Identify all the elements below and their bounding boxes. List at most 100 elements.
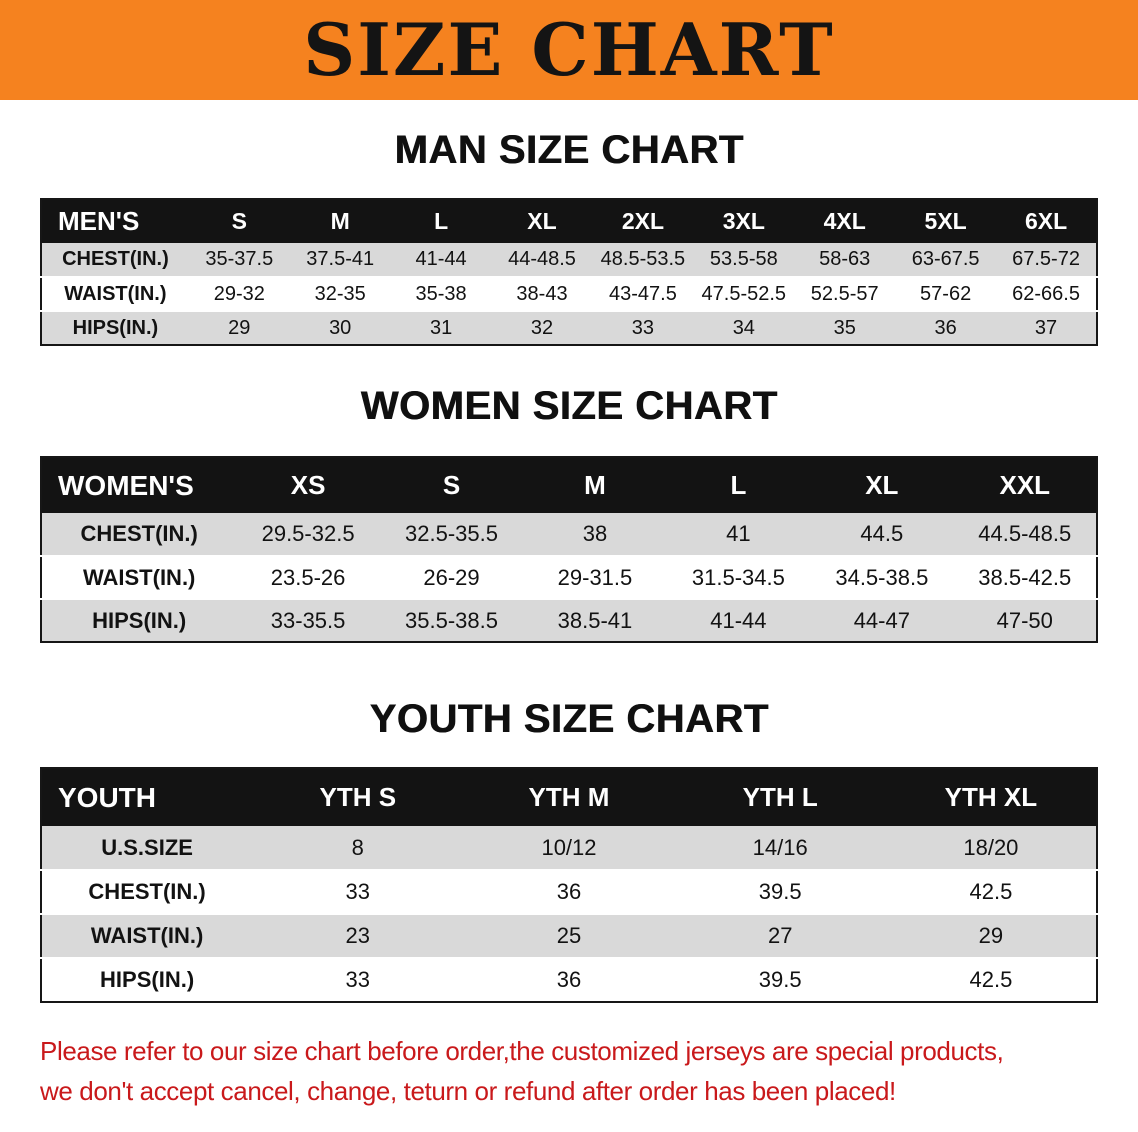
table-title-cell: MEN'S <box>41 199 189 243</box>
size-column-header: 4XL <box>794 199 896 243</box>
value-cell: 44.5 <box>810 513 954 556</box>
value-cell: 23 <box>252 913 464 958</box>
value-cell: 29-32 <box>188 276 290 311</box>
value-cell: 36 <box>463 869 675 914</box>
row-label-cell: HIPS(IN.) <box>41 310 189 345</box>
value-cell: 29.5-32.5 <box>236 513 380 556</box>
value-cell: 35.5-38.5 <box>379 598 524 642</box>
youth-size-section: YOUTH SIZE CHART YOUTH YTH S YTH M YTH L YTH… <box>0 695 1138 1003</box>
table-row: WAIST(IN.) 29-32 32-35 35-38 38-43 43-47.5 47.… <box>41 276 1097 311</box>
row-label-cell: HIPS(IN.) <box>41 598 237 642</box>
value-cell: 41 <box>666 513 811 556</box>
value-cell: 37 <box>996 310 1097 345</box>
value-cell: 57-62 <box>895 276 997 311</box>
value-cell: 32 <box>491 310 593 345</box>
value-cell: 36 <box>463 957 675 1002</box>
value-cell: 26-29 <box>379 555 524 599</box>
value-cell: 41-44 <box>390 243 492 277</box>
value-cell: 67.5-72 <box>996 243 1097 277</box>
table-row: CHEST(IN.) 29.5-32.5 32.5-35.5 38 41 44.5 44.5… <box>41 513 1097 556</box>
value-cell: 47-50 <box>953 598 1097 642</box>
size-column-header: L <box>390 199 492 243</box>
value-cell: 31 <box>390 310 492 345</box>
value-cell: 42.5 <box>885 957 1097 1002</box>
value-cell: 33 <box>252 869 464 914</box>
size-column-header: L <box>666 457 811 513</box>
disclaimer-line-1: Please refer to our size chart before or… <box>40 1036 1004 1066</box>
size-column-header: YTH L <box>674 768 886 826</box>
row-label-cell: WAIST(IN.) <box>41 555 237 599</box>
value-cell: 14/16 <box>674 826 886 870</box>
value-cell: 38.5-42.5 <box>953 555 1097 599</box>
value-cell: 39.5 <box>674 869 886 914</box>
value-cell: 38.5-41 <box>523 598 667 642</box>
table-row: WAIST(IN.) 23 25 27 29 <box>41 913 1097 958</box>
row-label-cell: CHEST(IN.) <box>41 243 189 277</box>
page-title: SIZE CHART <box>303 7 835 92</box>
value-cell: 38-43 <box>491 276 593 311</box>
size-column-header: XXL <box>953 457 1097 513</box>
value-cell: 10/12 <box>463 826 675 870</box>
table-header-row: WOMEN'S XS S M L XL XXL <box>41 457 1097 513</box>
value-cell: 8 <box>252 826 464 870</box>
women-size-section: WOMEN SIZE CHART WOMEN'S XS S M L XL XXL CHEST(… <box>0 382 1138 643</box>
value-cell: 44-47 <box>810 598 954 642</box>
value-cell: 44.5-48.5 <box>953 513 1097 556</box>
value-cell: 27 <box>674 913 886 958</box>
table-row: HIPS(IN.) 29 30 31 32 33 34 35 36 37 <box>41 310 1097 345</box>
value-cell: 32.5-35.5 <box>379 513 524 556</box>
table-row: U.S.SIZE 8 10/12 14/16 18/20 <box>41 826 1097 870</box>
size-column-header: YTH XL <box>885 768 1097 826</box>
men-size-section: MAN SIZE CHART MEN'S S M L XL 2XL 3XL 4XL 5XL 6XL… <box>0 126 1138 346</box>
women-section-heading: WOMEN SIZE CHART <box>360 384 778 428</box>
value-cell: 18/20 <box>885 826 1097 870</box>
value-cell: 29 <box>885 913 1097 958</box>
table-row: WAIST(IN.) 23.5-26 26-29 29-31.5 31.5-34.5 34… <box>41 555 1097 599</box>
row-label-cell: WAIST(IN.) <box>41 913 253 958</box>
value-cell: 33 <box>252 957 464 1002</box>
value-cell: 43-47.5 <box>592 276 694 311</box>
value-cell: 25 <box>463 913 675 958</box>
size-column-header: YTH M <box>463 768 675 826</box>
value-cell: 39.5 <box>674 957 886 1002</box>
size-column-header: 5XL <box>895 199 997 243</box>
value-cell: 35 <box>794 310 896 345</box>
value-cell: 23.5-26 <box>236 555 380 599</box>
value-cell: 29 <box>188 310 290 345</box>
size-column-header: XS <box>236 457 380 513</box>
size-column-header: YTH S <box>252 768 464 826</box>
men-size-table: MEN'S S M L XL 2XL 3XL 4XL 5XL 6XL CHEST(IN.) 35-37… <box>40 198 1098 346</box>
value-cell: 62-66.5 <box>996 276 1097 311</box>
value-cell: 52.5-57 <box>794 276 896 311</box>
table-row: CHEST(IN.) 33 36 39.5 42.5 <box>41 869 1097 914</box>
size-column-header: 3XL <box>693 199 795 243</box>
table-row: HIPS(IN.) 33 36 39.5 42.5 <box>41 957 1097 1002</box>
banner: SIZE CHART <box>0 0 1138 100</box>
youth-size-table: YOUTH YTH S YTH M YTH L YTH XL U.S.SIZE 8 10/12… <box>40 767 1098 1003</box>
value-cell: 33 <box>592 310 694 345</box>
size-column-header: M <box>289 199 391 243</box>
size-column-header: XL <box>491 199 593 243</box>
size-column-header: 2XL <box>592 199 694 243</box>
row-label-cell: U.S.SIZE <box>41 826 253 870</box>
value-cell: 47.5-52.5 <box>693 276 795 311</box>
row-label-cell: CHEST(IN.) <box>41 869 253 914</box>
value-cell: 34.5-38.5 <box>810 555 954 599</box>
men-section-heading: MAN SIZE CHART <box>394 128 744 172</box>
table-row: CHEST(IN.) 35-37.5 37.5-41 41-44 44-48.5 48.5… <box>41 243 1097 277</box>
value-cell: 58-63 <box>794 243 896 277</box>
disclaimer: Please refer to our size chart before or… <box>40 1031 1138 1111</box>
table-header-row: YOUTH YTH S YTH M YTH L YTH XL <box>41 768 1097 826</box>
value-cell: 29-31.5 <box>523 555 667 599</box>
value-cell: 35-37.5 <box>188 243 290 277</box>
value-cell: 31.5-34.5 <box>666 555 811 599</box>
value-cell: 38 <box>523 513 667 556</box>
size-column-header: M <box>523 457 667 513</box>
value-cell: 42.5 <box>885 869 1097 914</box>
table-title-cell: WOMEN'S <box>41 457 237 513</box>
value-cell: 34 <box>693 310 795 345</box>
value-cell: 35-38 <box>390 276 492 311</box>
value-cell: 63-67.5 <box>895 243 997 277</box>
size-column-header: XL <box>810 457 954 513</box>
